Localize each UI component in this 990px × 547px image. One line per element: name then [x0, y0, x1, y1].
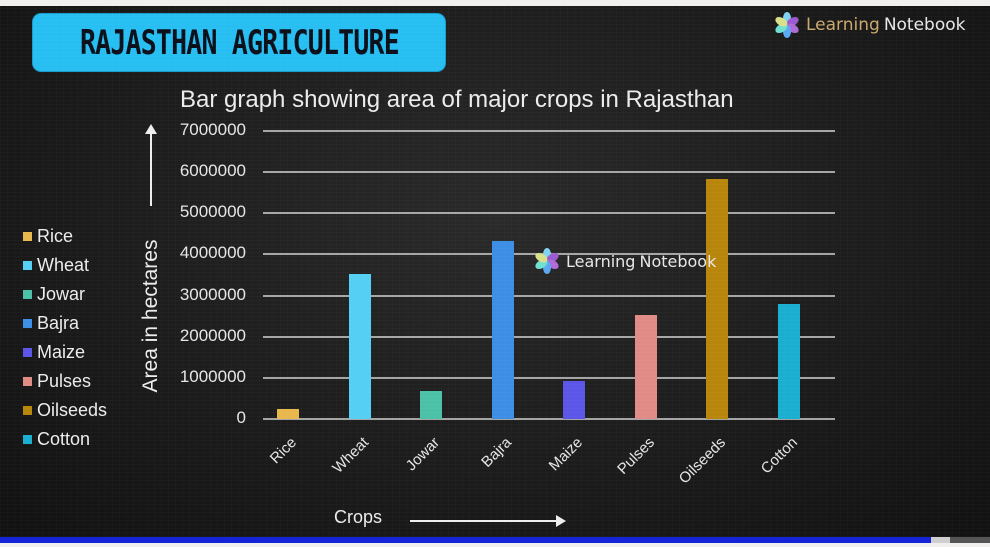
legend-swatch	[23, 348, 32, 357]
flower-logo-icon	[532, 246, 562, 276]
legend-label: Pulses	[37, 371, 92, 391]
y-axis-arrow-icon	[145, 124, 157, 206]
legend-label: Jowar	[37, 284, 86, 304]
legend-swatch	[23, 290, 32, 299]
legend-swatch	[23, 435, 32, 444]
watermark-notebook: Notebook	[639, 251, 717, 271]
legend-item-cotton: Cotton	[23, 425, 107, 454]
legend-label: Maize	[37, 342, 86, 362]
video-buffered	[930, 537, 951, 543]
gridline	[263, 294, 835, 297]
legend-swatch	[23, 406, 32, 415]
brand-notebook: Notebook	[883, 15, 966, 35]
legend: Rice Wheat Jowar Bajra Maize Pulses Oilseeds Co…	[23, 222, 107, 454]
y-tick-label: 5000000	[179, 202, 246, 222]
legend-label: Oilseeds	[37, 400, 108, 420]
y-tick-label: 7000000	[179, 120, 246, 139]
x-tick-label: Oilseeds	[675, 434, 730, 488]
bar-rice	[277, 408, 299, 419]
bar-cotton	[777, 304, 800, 419]
x-tick-label: Maize	[545, 434, 587, 475]
video-progress-fill	[0, 537, 931, 543]
banner-title: RAJASTHAN AGRICULTURE	[79, 22, 400, 63]
bar-wheat	[348, 274, 371, 419]
legend-item-wheat: Wheat	[23, 251, 107, 280]
y-tick-label: 2000000	[179, 325, 246, 345]
legend-item-maize: Maize	[23, 338, 107, 367]
y-tick-label: 4000000	[179, 243, 246, 263]
x-axis-label: Crops	[334, 507, 383, 527]
gridline	[263, 418, 835, 420]
gridline	[263, 335, 835, 338]
legend-item-rice: Rice	[23, 222, 107, 251]
y-axis-label: Area in hectares	[139, 239, 162, 393]
gridline	[263, 376, 835, 379]
bar-bajra	[491, 241, 514, 419]
x-tick-label: Bajra	[477, 434, 515, 471]
video-progress-bar[interactable]	[0, 537, 990, 543]
legend-label: Cotton	[37, 429, 91, 449]
title-banner: RAJASTHAN AGRICULTURE	[33, 14, 445, 71]
y-tick-label: 0	[236, 408, 246, 427]
legend-swatch	[23, 261, 32, 270]
gridline	[263, 130, 835, 132]
chart-title: Bar graph showing area of major crops in…	[180, 86, 734, 113]
bar-jowar	[420, 391, 442, 419]
bar-maize	[563, 380, 585, 419]
legend-swatch	[23, 319, 32, 328]
brand-logo-top: Learning Notebook	[772, 10, 966, 40]
legend-item-oilseeds: Oilseeds	[23, 396, 107, 425]
x-tick-label: Rice	[266, 434, 301, 468]
legend-label: Bajra	[37, 313, 80, 333]
y-tick-label: 1000000	[179, 366, 246, 386]
chalkboard-background: RAJASTHAN AGRICULTURE Learning Notebook B…	[0, 6, 990, 537]
legend-item-bajra: Bajra	[23, 309, 107, 338]
x-tick-label: Cotton	[757, 434, 801, 478]
gridline	[263, 212, 835, 215]
legend-label: Rice	[37, 226, 74, 246]
brand-watermark: Learning Notebook	[532, 246, 716, 276]
gridline	[263, 171, 835, 174]
legend-swatch	[23, 232, 32, 241]
x-tick-label: Wheat	[328, 434, 372, 477]
bar-oilseeds	[706, 179, 728, 419]
x-axis-arrow-icon	[410, 515, 566, 527]
flower-logo-icon	[772, 10, 802, 40]
legend-item-pulses: Pulses	[23, 367, 107, 396]
brand-learning: Learning	[806, 15, 880, 35]
y-tick-label: 3000000	[179, 284, 246, 304]
x-tick-label: Pulses	[613, 434, 658, 478]
watermark-learning: Learning	[566, 251, 636, 271]
x-tick-label: Jowar	[402, 434, 444, 475]
legend-label: Wheat	[37, 255, 90, 275]
y-tick-label: 6000000	[179, 161, 246, 181]
legend-item-jowar: Jowar	[23, 280, 107, 309]
legend-swatch	[23, 377, 32, 386]
bar-pulses	[634, 315, 657, 419]
